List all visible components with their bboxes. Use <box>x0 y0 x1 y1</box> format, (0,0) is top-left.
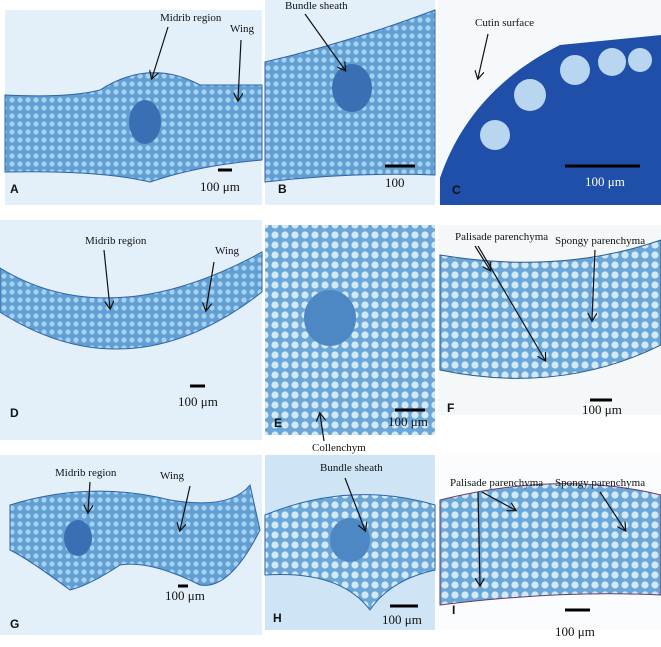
arrow <box>599 491 625 530</box>
arrow <box>478 33 489 78</box>
panel-label: C <box>452 183 461 197</box>
annotation: Wing <box>230 23 254 35</box>
annotation: Spongy parenchyma <box>555 477 645 489</box>
arrow <box>592 249 595 320</box>
scale-label: 100 μm <box>382 612 422 627</box>
panel-b: Bundle sheath 100 B <box>264 0 436 205</box>
panel-label: G <box>10 617 19 631</box>
arrow <box>152 26 169 78</box>
panel-label: B <box>278 182 287 196</box>
arrow <box>238 39 241 100</box>
scale-label: 100 <box>385 175 405 190</box>
scale-label: 100 μm <box>582 402 622 417</box>
annotation: Bundle sheath <box>285 0 348 12</box>
arrow <box>304 13 345 70</box>
panel-h: Bundle sheath 100 μm H <box>264 455 436 630</box>
annotation: Midrib region <box>160 12 222 24</box>
scale-label: 100 μm <box>585 174 625 189</box>
scale-label: 100 μm <box>165 588 205 603</box>
annotation: Wing <box>160 470 184 482</box>
panel-label: A <box>10 182 19 196</box>
arrow <box>320 414 324 442</box>
panel-label: E <box>274 416 282 430</box>
scale-label: 100 μm <box>178 394 218 409</box>
panel-label: F <box>447 401 454 415</box>
panel-c: Cutin surface 100 μm C <box>438 0 661 205</box>
panel-i: Palisade parenchyma Spongy parenchyma 10… <box>438 455 661 639</box>
panel-label: D <box>10 406 19 420</box>
panel-d: Midrib region Wing 100 μm D <box>0 220 263 440</box>
annotation: Wing <box>215 245 239 257</box>
arrow <box>206 261 215 310</box>
arrow <box>103 249 110 308</box>
annotation: Collenchym <box>312 442 366 454</box>
arrow <box>474 245 490 270</box>
panel-e: 100 μm E Collenchym <box>265 225 435 454</box>
annotation: Cutin surface <box>475 17 534 29</box>
scale-label: 100 μm <box>388 414 428 429</box>
arrow <box>180 485 191 530</box>
annotation: Midrib region <box>85 235 147 247</box>
annotation: Palisade parenchyma <box>455 231 548 243</box>
panel-a: Midrib region Wing 100 μm A <box>4 10 263 205</box>
arrow <box>477 245 545 360</box>
arrow <box>478 491 480 585</box>
panel-label: I <box>452 603 455 617</box>
panel-label: H <box>273 611 282 625</box>
panel-f: Palisade parenchyma Spongy parenchyma 10… <box>438 225 661 417</box>
arrow <box>88 481 90 512</box>
panel-g: Midrib region Wing 100 μm G <box>0 455 262 635</box>
scale-label: 100 μm <box>555 624 595 639</box>
annotation: Spongy parenchyma <box>555 235 645 247</box>
annotation: Midrib region <box>55 467 117 479</box>
scale-label: 100 μm <box>200 179 240 194</box>
annotation: Palisade parenchyma <box>450 477 543 489</box>
arrow <box>481 491 515 510</box>
arrow <box>344 477 365 530</box>
annotation: Bundle sheath <box>320 462 383 474</box>
